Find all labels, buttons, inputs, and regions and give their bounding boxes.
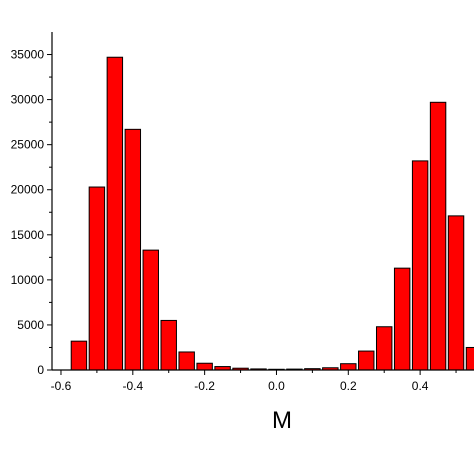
histogram-bar	[358, 350, 375, 371]
y-tick-label: 5000	[17, 318, 44, 332]
histogram-bar	[411, 160, 429, 371]
x-tick-label: -0.4	[122, 379, 143, 393]
axes-group: 0 5000 10000 15000 20000 25000 30000 35000 -0.6 -…	[11, 32, 474, 393]
histogram-bar	[160, 319, 177, 371]
y-tick-label: 35000	[11, 48, 45, 62]
histogram-bar	[106, 56, 124, 371]
x-tick-label: -0.2	[194, 379, 215, 393]
x-tick-label: 0.2	[340, 379, 357, 393]
y-tick-label: 30000	[11, 93, 45, 107]
x-tick-label: 0.0	[268, 379, 285, 393]
histogram-bar	[447, 215, 465, 371]
histogram-bar	[70, 340, 88, 371]
y-tick-label: 15000	[11, 228, 45, 242]
histogram-bar	[393, 267, 411, 371]
x-tick-label: 0.4	[412, 379, 429, 393]
histogram-bar	[142, 249, 159, 371]
bars-group	[70, 56, 474, 371]
y-tick-label: 10000	[11, 273, 45, 287]
histogram-bar	[124, 128, 142, 371]
histogram-bar	[429, 101, 447, 371]
y-tick-label: 25000	[11, 138, 45, 152]
histogram-bar	[375, 326, 393, 371]
histogram-bar	[465, 346, 474, 371]
x-axis-title: M	[272, 407, 292, 434]
histogram-bar	[340, 363, 357, 371]
histogram-bar	[178, 351, 195, 371]
y-tick-label: 20000	[11, 183, 45, 197]
histogram-bar	[88, 186, 106, 371]
x-tick-label: -0.6	[51, 379, 72, 393]
y-tick-label: 0	[37, 363, 44, 377]
histogram-bar	[196, 362, 213, 371]
